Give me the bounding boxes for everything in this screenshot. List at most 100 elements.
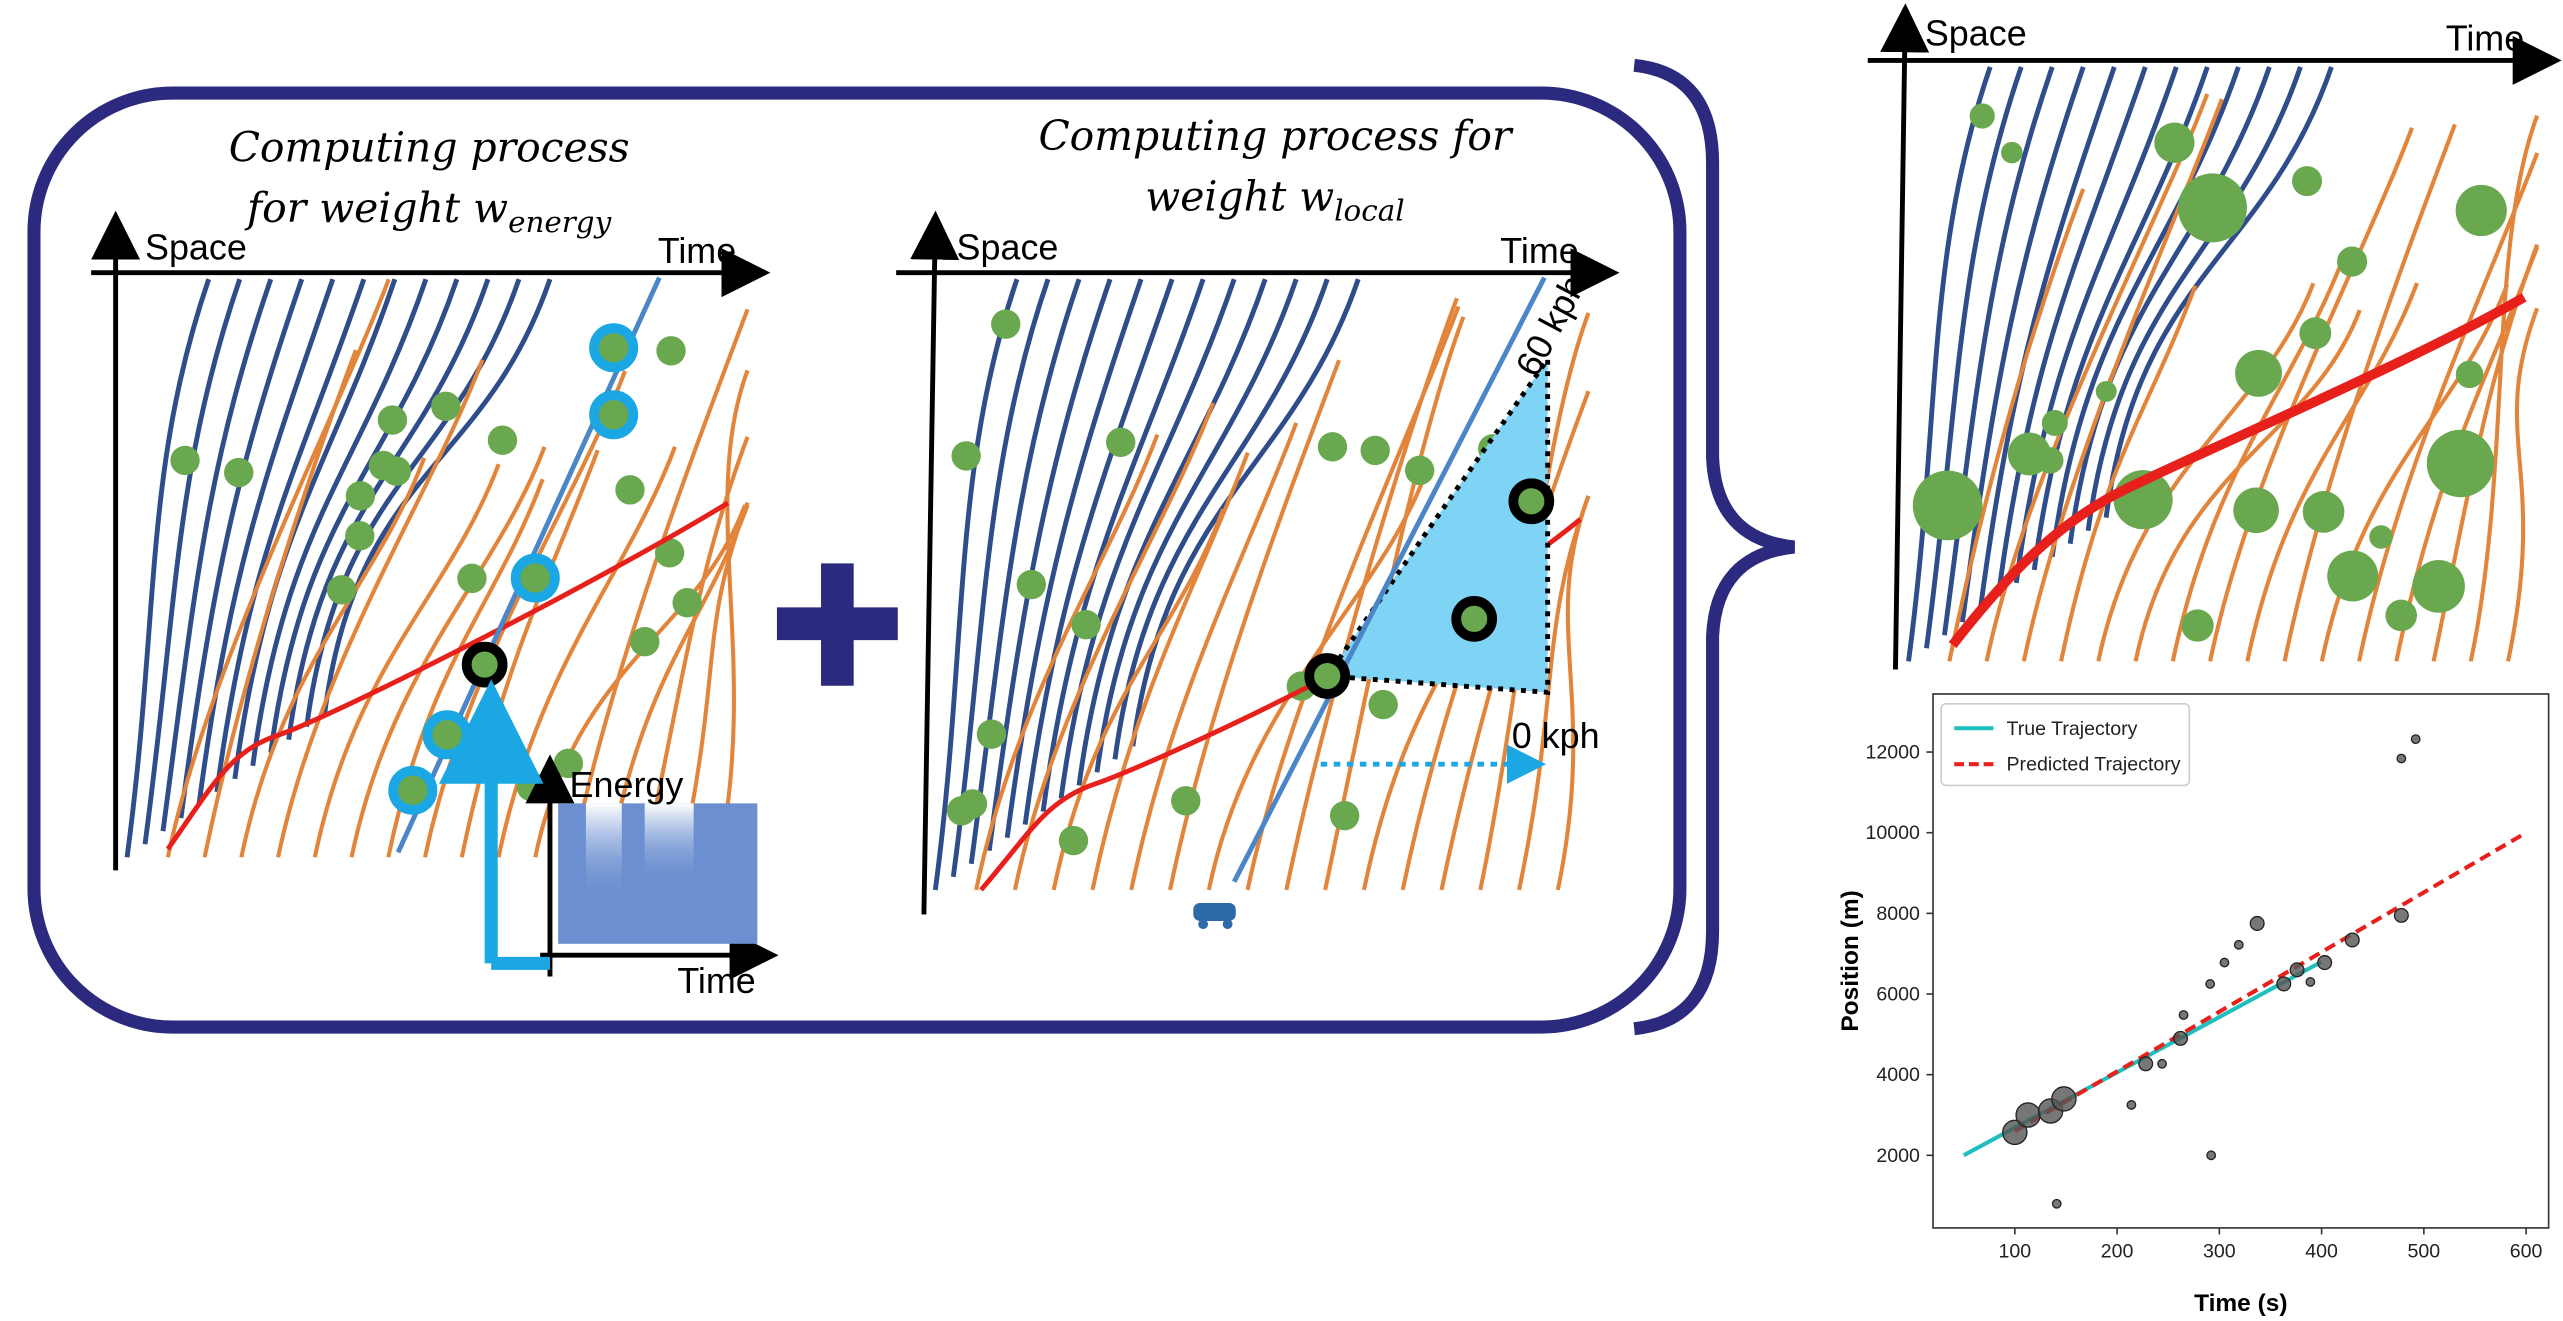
trajectory [2282,123,2457,662]
dot [345,521,375,551]
trajectory [322,278,553,714]
point [2219,957,2230,968]
dot [654,538,685,568]
dot [1071,609,1101,640]
point [2396,753,2407,764]
point [2344,932,2360,948]
dot [1404,455,1435,486]
dot [2235,349,2282,397]
point [2393,907,2409,923]
x-tick-label: 100 [1998,1240,2031,1262]
x-axis-label: Time (s) [2194,1290,2287,1317]
trajectory [1012,402,1215,891]
axis-label: Time [658,230,736,271]
car [1193,902,1236,921]
trajectory [1995,66,2148,597]
trajectory [459,449,600,858]
trajectory [1040,278,1206,812]
trajectory [214,278,367,793]
energy-gap [585,803,622,902]
dot [326,575,357,605]
point [2206,1150,2217,1161]
dot [2302,491,2345,533]
trajectory [2506,307,2540,662]
point [2051,1086,2077,1112]
dot [2455,360,2484,389]
y-tick-label: 6000 [1876,984,1920,1006]
red-line [165,500,730,851]
speed-triangle [1322,351,1551,695]
point [2178,1010,2189,1020]
trajectory [312,463,501,858]
trajectory [950,278,1051,878]
dot [2001,141,2023,164]
probe [1231,276,1547,883]
trajectory [986,278,1113,852]
dot [1016,569,1047,600]
trajectory [932,278,1020,891]
point [2249,915,2265,931]
dot [1058,825,1089,856]
frame [27,86,1687,1034]
dot [1329,800,1360,831]
x-tick-label: 400 [2305,1240,2338,1262]
trajectory [178,278,305,819]
dot [2233,487,2279,534]
y-tick-label: 8000 [1876,903,1920,925]
dot [1368,689,1398,720]
point [2305,977,2316,987]
dot [2385,599,2417,632]
probe-dot [388,765,438,815]
point [2233,939,2244,950]
trajectory [1959,66,2086,623]
dot [672,588,702,618]
trajectory [1112,278,1330,760]
dot [1360,435,1390,466]
title: for weight w [244,184,508,232]
decoration [91,3,2562,980]
trajectory [1245,305,1461,891]
trajectory [1076,278,1268,786]
title: weight w [1145,173,1334,221]
dot [516,771,546,802]
dot [170,445,200,476]
trajectory [2067,66,2272,545]
trajectory [286,278,491,741]
dot [2327,550,2379,602]
speed-label: 0 kph [1512,715,1600,756]
dot [1969,103,1995,129]
trajectory [680,501,750,858]
dot [368,450,399,481]
trajectory [2059,284,2198,662]
dot [1171,786,1201,816]
dot [656,336,686,366]
x-tick-label: 200 [2101,1240,2134,1262]
point [2410,734,2421,745]
point [2051,1198,2062,1209]
dot [2154,122,2195,163]
trajectory [276,359,485,858]
dot [2369,525,2393,549]
trajectory [2013,66,2179,584]
point [2172,1030,2188,1046]
car-wheel [1222,919,1233,930]
target [1451,596,1498,642]
axis-label: Energy [570,764,684,805]
trajectory [239,457,427,858]
trajectory [142,278,243,845]
point [2126,1100,2137,1110]
trajectory [1977,66,2117,610]
subscript: local [1334,193,1404,227]
dot [2336,246,2368,277]
dot [2455,184,2507,237]
trajectory [349,446,547,858]
trajectory [1924,66,2024,649]
series-line [2013,830,2528,1133]
dot [976,719,1007,749]
dot [1912,470,1983,541]
point [2205,979,2216,989]
axis-label: Time [1500,230,1578,271]
trajectory [2085,66,2303,532]
point [2276,976,2292,992]
